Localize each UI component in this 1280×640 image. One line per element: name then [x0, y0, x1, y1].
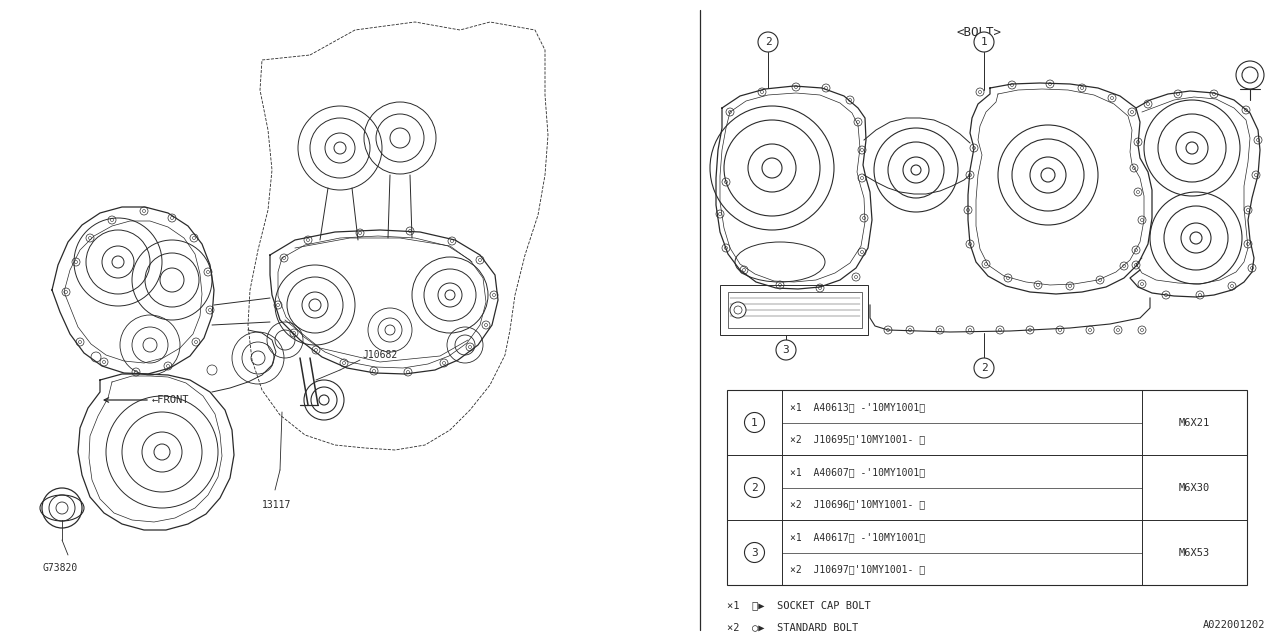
Bar: [728, 292, 861, 328]
Text: 3: 3: [751, 547, 758, 557]
Text: M6X53: M6X53: [1179, 547, 1210, 557]
Text: <BOLT>: <BOLT>: [956, 26, 1002, 38]
Text: 3: 3: [782, 345, 790, 355]
Text: ×2  J10697（'10MY1001- ）: ×2 J10697（'10MY1001- ）: [790, 564, 925, 575]
Circle shape: [730, 302, 746, 318]
Bar: [721, 285, 868, 335]
Text: 2: 2: [980, 363, 987, 373]
Text: G73820: G73820: [42, 563, 77, 573]
Text: ×2  ○▶  STANDARD BOLT: ×2 ○▶ STANDARD BOLT: [727, 622, 859, 632]
Circle shape: [745, 543, 764, 563]
Bar: [727, 390, 1247, 585]
Text: ×1  A40613（ -'10MY1001）: ×1 A40613（ -'10MY1001）: [790, 402, 925, 412]
Circle shape: [745, 413, 764, 433]
Text: M6X30: M6X30: [1179, 483, 1210, 493]
Text: ←FRONT: ←FRONT: [152, 395, 189, 405]
Text: 1: 1: [980, 37, 987, 47]
Text: 1: 1: [751, 417, 758, 428]
Text: 2: 2: [764, 37, 772, 47]
Text: 13117: 13117: [262, 500, 292, 510]
Text: 2: 2: [751, 483, 758, 493]
Text: J10682: J10682: [362, 350, 397, 360]
Circle shape: [974, 358, 995, 378]
Circle shape: [758, 32, 778, 52]
Circle shape: [776, 340, 796, 360]
Text: ×2  J10695（'10MY1001- ）: ×2 J10695（'10MY1001- ）: [790, 435, 925, 444]
Circle shape: [745, 477, 764, 497]
Text: ×1  Ⓢ▶  SOCKET CAP BOLT: ×1 Ⓢ▶ SOCKET CAP BOLT: [727, 600, 870, 610]
Circle shape: [974, 32, 995, 52]
Text: A022001202: A022001202: [1202, 620, 1265, 630]
Text: ×1  A40617（ -'10MY1001）: ×1 A40617（ -'10MY1001）: [790, 532, 925, 542]
Text: M6X21: M6X21: [1179, 417, 1210, 428]
Text: ×2  J10696（'10MY1001- ）: ×2 J10696（'10MY1001- ）: [790, 499, 925, 509]
Text: ×1  A40607（ -'10MY1001）: ×1 A40607（ -'10MY1001）: [790, 467, 925, 477]
